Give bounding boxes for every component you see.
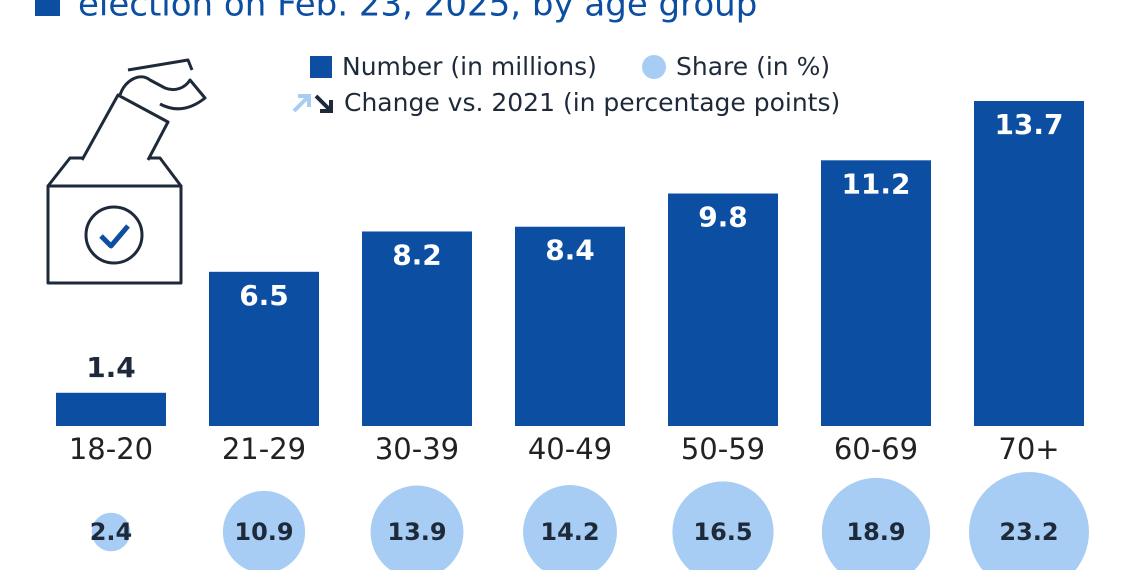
- legend-swatch: [310, 56, 332, 78]
- title-marker: [35, 0, 60, 16]
- value-label: 9.8: [698, 201, 748, 234]
- value-label: 6.5: [239, 279, 289, 312]
- legend-label: Share (in %): [676, 52, 830, 81]
- change-icon: [292, 94, 333, 113]
- x-tick-label: 70+: [998, 432, 1059, 466]
- share-bubble: [672, 481, 774, 570]
- value-label: 1.4: [86, 351, 136, 384]
- x-tick-label: 18-20: [69, 432, 153, 466]
- bar: [56, 392, 166, 426]
- share-bubble: [523, 485, 617, 570]
- share-label: 2.4: [90, 518, 133, 546]
- share-bubble: [91, 512, 131, 552]
- bar: [209, 271, 319, 426]
- share-label: 16.5: [693, 518, 752, 546]
- value-label: 11.2: [841, 167, 910, 200]
- value-label: 13.7: [994, 108, 1063, 141]
- bar: [974, 101, 1084, 426]
- share-label: 13.9: [387, 518, 446, 546]
- legend-swatch: [642, 55, 666, 79]
- value-label: 8.2: [392, 238, 442, 271]
- share-bubble: [370, 485, 464, 570]
- bar: [515, 226, 625, 426]
- share-label: 14.2: [540, 518, 599, 546]
- x-tick-label: 30-39: [375, 432, 459, 466]
- share-bubble: [222, 490, 306, 570]
- chart-title: election on Feb. 23, 2025, by age group: [78, 0, 757, 25]
- share-label: 23.2: [999, 518, 1058, 546]
- bar: [668, 193, 778, 426]
- share-label: 18.9: [846, 518, 905, 546]
- legend-label: Change vs. 2021 (in percentage points): [344, 88, 840, 117]
- share-label: 10.9: [234, 518, 293, 546]
- x-tick-label: 50-59: [681, 432, 765, 466]
- x-tick-label: 60-69: [834, 432, 918, 466]
- bar: [362, 231, 472, 426]
- value-label: 8.4: [545, 234, 595, 267]
- share-bubble: [969, 472, 1089, 570]
- x-tick-label: 40-49: [528, 432, 612, 466]
- ballot-box-icon: [46, 58, 207, 285]
- x-tick-label: 21-29: [222, 432, 306, 466]
- share-bubble: [821, 477, 931, 570]
- legend-label: Number (in millions): [342, 52, 597, 81]
- bar: [821, 160, 931, 426]
